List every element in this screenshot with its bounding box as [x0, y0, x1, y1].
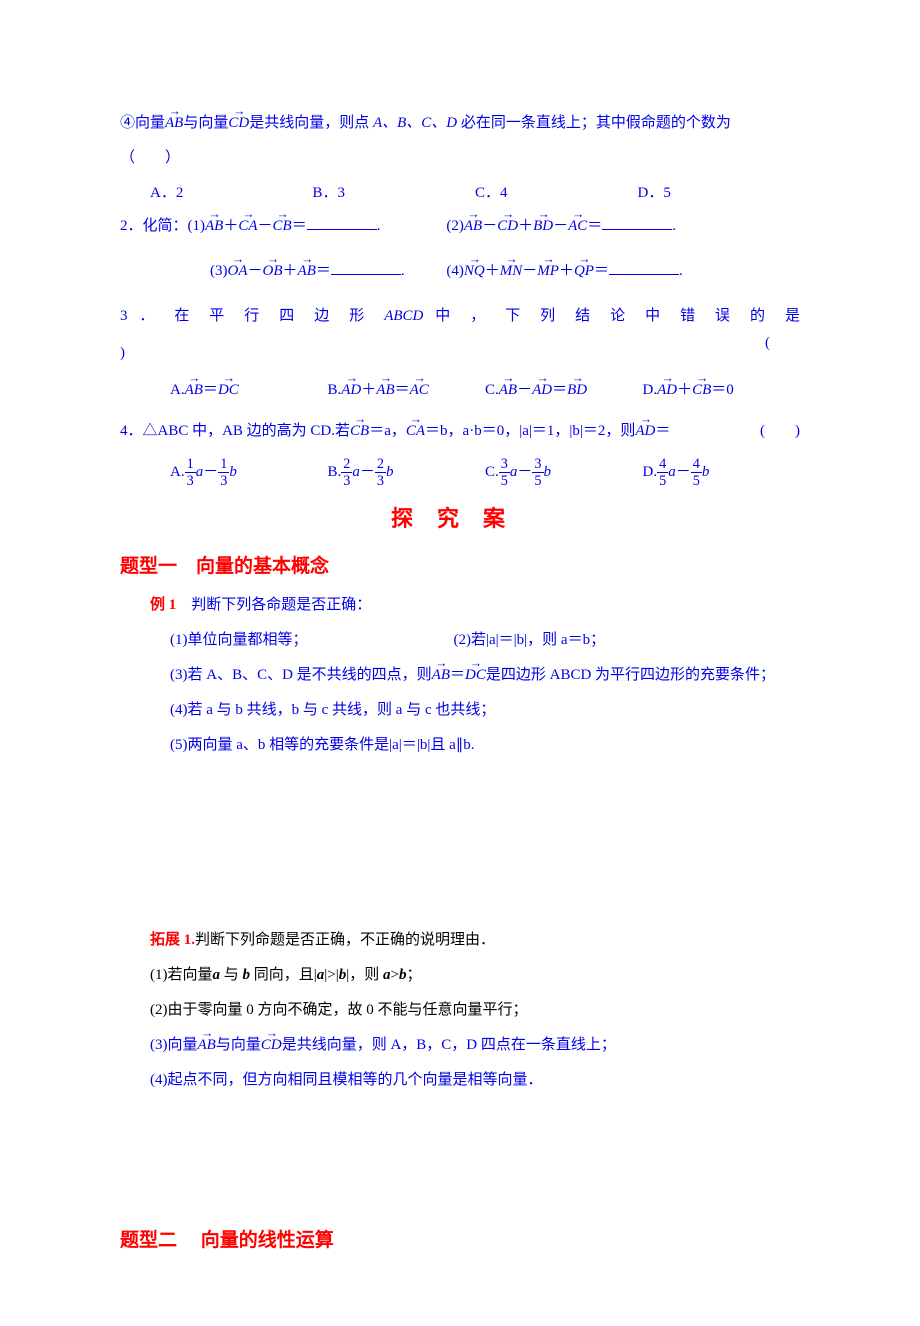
vec-cd: CD [497, 213, 518, 240]
ext1-i2: (2)由于零向量 0 方向不确定，故 0 不能与任意向量平行； [150, 997, 800, 1024]
ext1: 拓展 1.判断下列命题是否正确，不正确的说明理由． [150, 927, 800, 954]
q3-opt-d: D.AD＋CB＝0 [643, 377, 801, 404]
type1-title: 题型一 向量的基本概念 [120, 550, 800, 584]
q3-opt-b: B.AD＋AB＝AC [328, 377, 486, 404]
ex1-i5: (5)两向量 a、b 相等的充要条件是|a|＝|b|且 a∥b. [170, 732, 800, 759]
blank [602, 215, 672, 230]
q1-opt-d: D．5 [638, 180, 801, 207]
ext1-i1: (1)若向量a 与 b 同向，且|a|>|b|，则 a>b； [150, 962, 800, 989]
ext1-i4: (4)起点不同，但方向相同且模相等的几个向量是相等向量． [150, 1067, 800, 1094]
q4-paren: ( ) [760, 418, 800, 445]
vec-ca: CA [238, 213, 257, 240]
vec-cd: CD [228, 110, 249, 137]
vec-mp: MP [537, 258, 559, 285]
ex1-items: (1)单位向量都相等； (2)若|a|＝|b|，则 a＝b； [170, 627, 800, 654]
vec-ab: AB [205, 213, 223, 240]
ext1-i3: (3)向量AB与向量CD是共线向量，则 A，B，C，D 四点在一条直线上； [150, 1032, 800, 1059]
spacer-2 [120, 1102, 800, 1212]
vec-ab: AB [298, 258, 316, 285]
example1: 例 1 判断下列各命题是否正确： [150, 592, 800, 619]
vec-dc: DC [465, 662, 486, 689]
q1-paren: （ ） [120, 145, 800, 172]
vec-ab: AB [198, 1032, 216, 1059]
blank [331, 260, 401, 275]
vec-ac: AC [568, 213, 587, 240]
vec-ca: CA [406, 418, 425, 445]
ex1-i3: (3)若 A、B、C、D 是不共线的四点，则AB＝DC是四边形 ABCD 为平行… [170, 662, 800, 689]
section-explore: 探究案 [120, 499, 800, 539]
q4-opt-c: C.35a－35b [485, 457, 643, 489]
q2-row1: 2．化简：(1)AB＋CA－CB＝. (2)AB－CD＋BD－AC＝. [120, 213, 800, 240]
q4-opt-d: D.45a－45b [643, 457, 801, 489]
blank [307, 215, 377, 230]
vec-ab: AB [464, 213, 482, 240]
vec-cb: CB [350, 418, 369, 445]
q4-stem: 4．△ABC 中，AB 边的高为 CD.若CB＝a，CA＝b，a·b＝0，|a|… [120, 418, 800, 445]
vec-ob: OB [263, 258, 283, 285]
q3-opt-a: A.AB＝DC [170, 377, 328, 404]
vec-cb: CB [273, 213, 292, 240]
ex1-i4: (4)若 a 与 b 共线，b 与 c 共线，则 a 与 c 也共线； [170, 697, 800, 724]
q1-opt-a: A．2 [150, 180, 313, 207]
vec-qp: QP [574, 258, 594, 285]
q2-row2: (3)OA－OB＋AB＝. (4)NQ＋MN－MP＋QP＝. [120, 258, 800, 285]
vec-ad: AD [635, 418, 655, 445]
vec-mn: MN [500, 258, 523, 285]
q1-opt-b: B．3 [313, 180, 476, 207]
type2-title: 题型二 向量的线性运算 [120, 1224, 800, 1258]
q1-opt-c: C．4 [475, 180, 638, 207]
vec-nq: NQ [464, 258, 485, 285]
blank [609, 260, 679, 275]
q3: 3 ． 在 平 行 四 边 形 ABCD 中 ， 下 列 结 论 中 错 误 的… [120, 303, 800, 330]
q3-options: A.AB＝DC B.AD＋AB＝AC C.AB－AD＝BD D.AD＋CB＝0 [170, 377, 800, 404]
spacer [120, 767, 800, 927]
vec-ab: AB [165, 110, 183, 137]
q3-close: ) [120, 340, 800, 367]
q4-opt-b: B.23a－23b [328, 457, 486, 489]
q3-opt-c: C.AB－AD＝BD [485, 377, 643, 404]
vec-cd: CD [261, 1032, 282, 1059]
q4-options: A.13a－13b B.23a－23b C.35a－35b D.45a－45b [170, 457, 800, 489]
vec-ab: AB [432, 662, 450, 689]
q4-opt-a: A.13a－13b [170, 457, 328, 489]
vec-oa: OA [228, 258, 248, 285]
q1-statement-4: ④向量AB与向量CD是共线向量，则点 A、B、C、D 必在同一条直线上；其中假命… [120, 110, 800, 137]
vec-bd: BD [533, 213, 553, 240]
